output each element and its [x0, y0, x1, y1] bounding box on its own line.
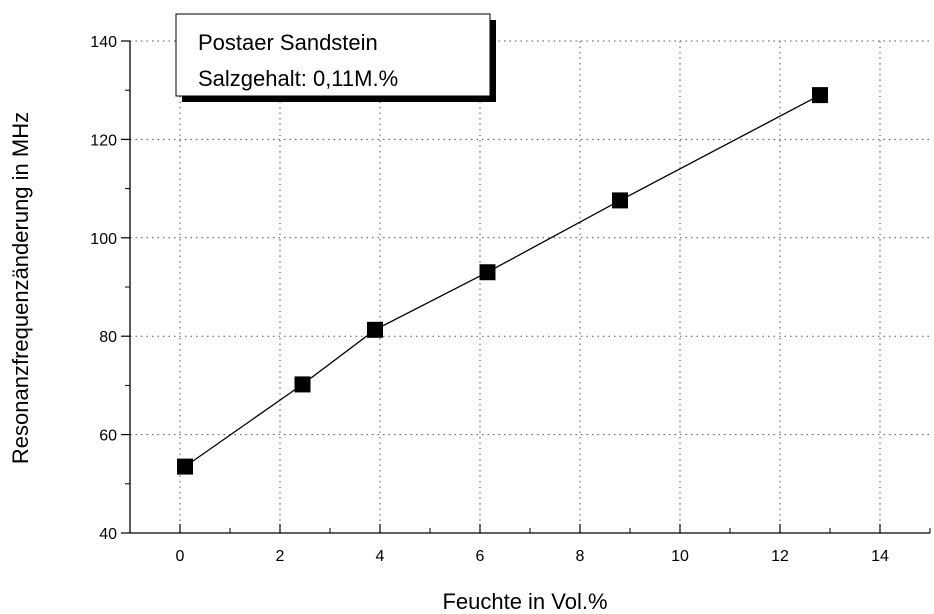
x-tick-label: 10: [671, 548, 689, 565]
grid-lines: [130, 40, 930, 533]
legend-frame: [175, 13, 491, 97]
series-line: [184, 94, 821, 468]
data-point: [294, 376, 311, 393]
y-tick-label: 40: [99, 526, 117, 543]
data-point: [612, 192, 628, 209]
y-tick-label: 60: [99, 428, 117, 445]
y-tick-label: 80: [99, 329, 117, 346]
axes: [129, 41, 930, 534]
data-point: [812, 87, 828, 104]
data-point: [479, 264, 496, 281]
data-point: [367, 321, 383, 338]
legend-box: Postaer Sandstein Salzgehalt: 0,11M.%: [175, 13, 496, 102]
x-tick-label: 12: [771, 548, 789, 565]
x-tick-label: 6: [476, 548, 485, 565]
legend-line-1: Postaer Sandstein: [198, 30, 378, 55]
y-tick-label: 120: [90, 132, 117, 149]
x-tick-label: 0: [176, 548, 185, 565]
x-tick-label: 8: [576, 548, 585, 565]
y-tick-label: 140: [90, 34, 117, 51]
legend-line-2: Salzgehalt: 0,11M.%: [198, 66, 398, 91]
x-axis-title: Feuchte in Vol.%: [442, 589, 607, 614]
x-tick-label: 4: [376, 548, 385, 565]
tick-labels: 0 2 4 6 8 10 12 14 40 60 80 100 120 140: [90, 34, 889, 565]
y-axis-title: Resonanzfrequenzänderung in MHz: [8, 112, 33, 464]
y-tick-label: 100: [90, 231, 117, 248]
data-series: [177, 87, 828, 475]
x-tick-label: 14: [871, 548, 889, 565]
x-tick-label: 2: [276, 548, 285, 565]
axis-ticks: [121, 40, 931, 534]
data-point: [177, 458, 193, 475]
